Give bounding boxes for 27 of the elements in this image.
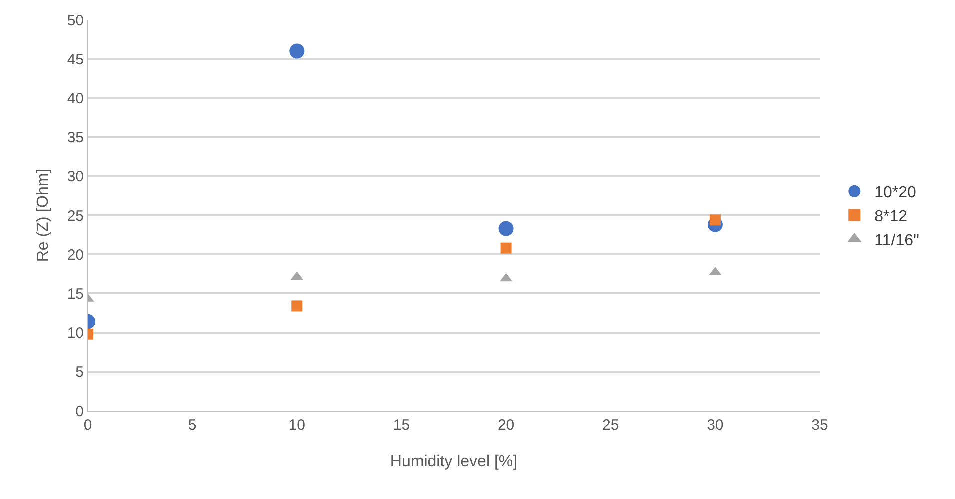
- x-tick-label: 10: [288, 417, 306, 434]
- legend-label: 11/16'': [874, 232, 920, 250]
- y-tick-label: 10: [67, 325, 84, 342]
- x-tick-label: 35: [812, 417, 828, 434]
- y-tick-label: 35: [67, 130, 84, 147]
- y-axis-title: Re (Z) [Ohm]: [35, 168, 52, 262]
- y-tick-label: 25: [67, 208, 84, 225]
- point: [500, 242, 512, 254]
- point: [292, 300, 303, 312]
- y-tick-label: 30: [67, 168, 84, 186]
- y-tick-label: 45: [67, 51, 84, 68]
- legend-label: 10*20: [874, 184, 917, 202]
- y-tick-label: 15: [67, 286, 84, 303]
- x-tick-label: 15: [393, 417, 410, 434]
- legend-label: 8*12: [874, 208, 908, 226]
- x-tick-label: 25: [602, 417, 620, 434]
- point: [498, 221, 514, 236]
- y-tick-label: 20: [67, 246, 84, 264]
- point: [290, 44, 305, 59]
- x-tick-label: 5: [188, 417, 197, 434]
- x-tick-label: 30: [707, 417, 724, 434]
- x-axis-title: Humidity level [%]: [390, 454, 518, 471]
- y-tick-label: 0: [76, 403, 84, 420]
- x-tick-label: 20: [498, 417, 515, 434]
- y-tick-label: 40: [67, 90, 84, 108]
- y-tick-label: 5: [76, 364, 84, 382]
- y-tick-label: 50: [67, 12, 84, 30]
